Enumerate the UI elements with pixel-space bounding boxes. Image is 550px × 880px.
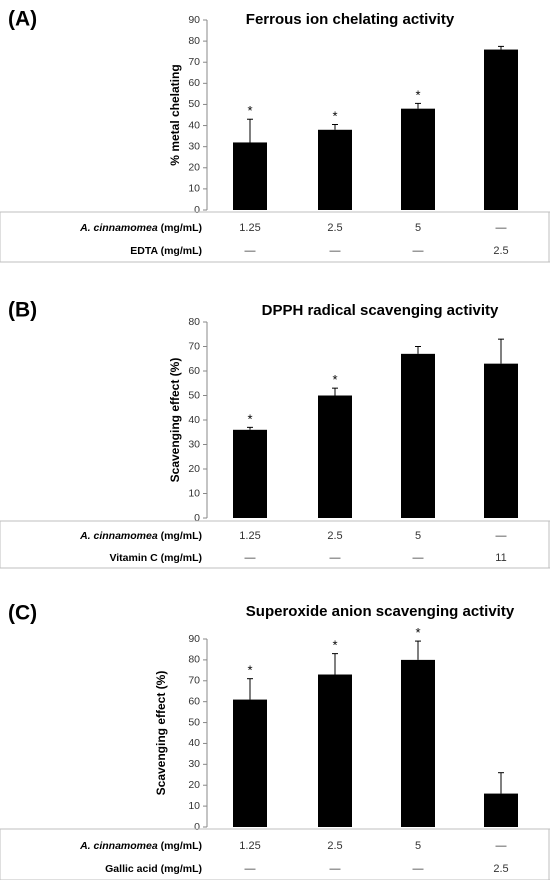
chart3-row-value: — xyxy=(413,863,424,875)
chart1-y-tick-label: 90 xyxy=(188,14,200,26)
chart1-row-label: A. cinnamomea (mg/mL) xyxy=(79,222,202,234)
chart2-y-tick-label: 70 xyxy=(188,340,200,352)
chart2-y-tick-label: 0 xyxy=(194,512,200,524)
chart3-bar xyxy=(484,793,518,827)
chart1-significance-mark: * xyxy=(332,109,337,124)
chart3-panel-letter: (C) xyxy=(8,602,37,625)
chart2-significance-mark: * xyxy=(247,411,252,426)
chart3-row-label-text: (mg/mL) xyxy=(158,840,202,852)
chart1-bar xyxy=(401,108,435,210)
chart1-row-label-text: (mg/mL) xyxy=(158,222,202,234)
chart2-bar xyxy=(233,429,267,518)
chart2-row-label-text: Vitamin C (mg/mL) xyxy=(109,552,202,564)
chart1-row-value: 2.5 xyxy=(493,245,508,257)
chart3-bar xyxy=(318,674,352,827)
chart3-title: Superoxide anion scavenging activity xyxy=(246,603,515,620)
chart3-row-value: 1.25 xyxy=(239,840,260,852)
chart2-bar xyxy=(318,395,352,518)
chart3-row-label-text: Gallic acid (mg/mL) xyxy=(105,863,202,875)
chart3-y-tick-label: 40 xyxy=(188,737,200,749)
chart1-row-value: — xyxy=(245,245,256,257)
chart3-row-value: — xyxy=(330,863,341,875)
chart2-row-value: — xyxy=(496,530,507,542)
chart1-panel-letter: (A) xyxy=(8,8,37,31)
chart1-row-value: 2.5 xyxy=(327,222,342,234)
chart2-row-label-text: (mg/mL) xyxy=(158,530,202,542)
chart3-row-value: 2.5 xyxy=(327,840,342,852)
chart2-row-value: — xyxy=(330,552,341,564)
chart1-y-tick-label: 50 xyxy=(188,98,200,110)
chart2-y-tick-label: 80 xyxy=(188,316,200,328)
chart1-y-tick-label: 70 xyxy=(188,56,200,68)
chart1-y-tick-label: 30 xyxy=(188,140,200,152)
chart1-bar xyxy=(318,129,352,210)
chart1-row-value: — xyxy=(413,245,424,257)
chart3-significance-mark: * xyxy=(332,638,337,653)
chart1-significance-mark: * xyxy=(415,87,420,102)
chart2-y-tick-label: 50 xyxy=(188,389,200,401)
chart3-y-tick-label: 0 xyxy=(194,821,200,833)
chart3-row-value: 5 xyxy=(415,840,421,852)
chart3-row-value: — xyxy=(496,840,507,852)
chart1-y-tick-label: 80 xyxy=(188,35,200,47)
chart3-row-value: — xyxy=(245,863,256,875)
chart2-row-value: — xyxy=(245,552,256,564)
chart1-bar xyxy=(484,49,518,210)
chart2-y-tick-label: 30 xyxy=(188,438,200,450)
chart1-significance-mark: * xyxy=(247,103,252,118)
chart1-y-tick-label: 60 xyxy=(188,77,200,89)
chart3-y-tick-label: 60 xyxy=(188,695,200,707)
chart2-row-value: 1.25 xyxy=(239,530,260,542)
chart1-y-tick-label: 0 xyxy=(194,204,200,216)
chart2-row-value: 2.5 xyxy=(327,530,342,542)
chart3-significance-mark: * xyxy=(247,663,252,678)
chart1-row-label: EDTA (mg/mL) xyxy=(130,245,202,257)
chart1-row-value: 1.25 xyxy=(239,222,260,234)
chart1-y-tick-label: 10 xyxy=(188,183,200,195)
chart2-significance-mark: * xyxy=(332,372,337,387)
chart3-row-label: A. cinnamomea (mg/mL) xyxy=(79,840,202,852)
chart2-row-value: 11 xyxy=(495,552,506,564)
chart1-bar xyxy=(233,142,267,210)
chart2-row-label-italic: A. cinnamomea xyxy=(79,530,158,542)
chart2-y-tick-label: 40 xyxy=(188,414,200,426)
chart2-title: DPPH radical scavenging activity xyxy=(262,302,499,319)
chart2-bar xyxy=(401,353,435,518)
chart1-row-value: 5 xyxy=(415,222,421,234)
chart3-y-tick-label: 50 xyxy=(188,716,200,728)
chart2-panel-letter: (B) xyxy=(8,299,37,322)
chart3-bar xyxy=(233,699,267,827)
chart3-y-tick-label: 80 xyxy=(188,654,200,666)
chart3-row-label: Gallic acid (mg/mL) xyxy=(105,863,202,875)
chart3-y-axis-label: Scavenging effect (%) xyxy=(154,671,168,796)
chart1-title: Ferrous ion chelating activity xyxy=(246,11,455,28)
chart2-y-tick-label: 20 xyxy=(188,463,200,475)
chart3-y-tick-label: 20 xyxy=(188,779,200,791)
chart1-row-value: — xyxy=(330,245,341,257)
chart1-row-label-italic: A. cinnamomea xyxy=(79,222,158,234)
chart2-row-label: A. cinnamomea (mg/mL) xyxy=(79,530,202,542)
chart3-y-tick-label: 90 xyxy=(188,633,200,645)
chart1-row-value: — xyxy=(496,222,507,234)
chart2-y-tick-label: 60 xyxy=(188,365,200,377)
chart2-bar xyxy=(484,363,518,518)
chart2-row-value: 5 xyxy=(415,530,421,542)
chart3-y-tick-label: 30 xyxy=(188,758,200,770)
chart1-row-label-text: EDTA (mg/mL) xyxy=(130,245,202,257)
chart2-y-tick-label: 10 xyxy=(188,487,200,499)
chart3-y-tick-label: 10 xyxy=(188,800,200,812)
chart3-row-label-italic: A. cinnamomea xyxy=(79,840,158,852)
chart3-bar xyxy=(401,659,435,827)
chart3-row-value: 2.5 xyxy=(493,863,508,875)
chart3-significance-mark: * xyxy=(415,625,420,640)
chart1-y-tick-label: 20 xyxy=(188,162,200,174)
chart1-y-tick-label: 40 xyxy=(188,119,200,131)
chart2-y-axis-label: Scavenging effect (%) xyxy=(168,358,182,483)
chart1-y-axis-label: % metal chelating xyxy=(168,64,182,165)
chart3-y-tick-label: 70 xyxy=(188,675,200,687)
chart2-row-value: — xyxy=(413,552,424,564)
chart2-row-label: Vitamin C (mg/mL) xyxy=(109,552,202,564)
